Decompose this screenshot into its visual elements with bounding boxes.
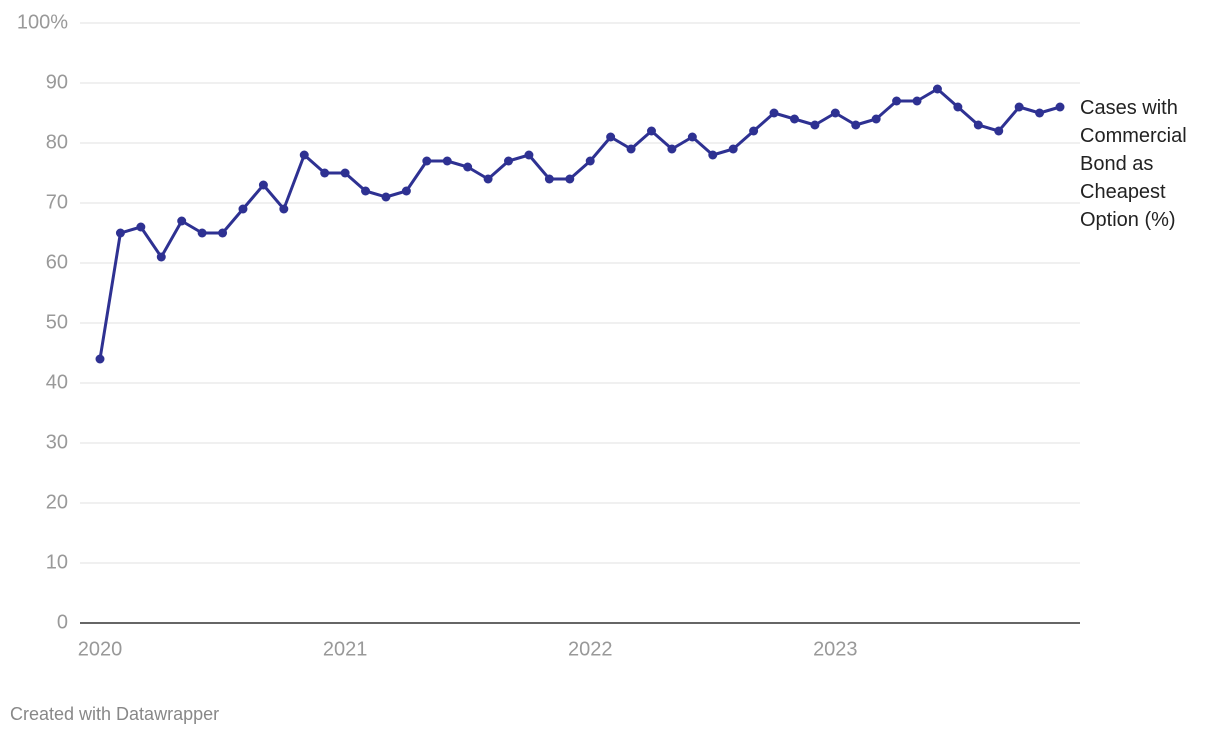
point <box>565 174 575 184</box>
y-tick-label: 50 <box>46 311 68 333</box>
point <box>504 156 514 166</box>
y-tick-label: 60 <box>46 251 68 273</box>
y-tick-label: 40 <box>46 371 68 393</box>
point <box>197 228 207 238</box>
y-tick-label: 70 <box>46 191 68 213</box>
point <box>892 96 902 106</box>
point <box>299 150 309 160</box>
y-tick-label: 20 <box>46 491 68 513</box>
point <box>687 132 697 142</box>
point <box>667 144 677 154</box>
point <box>258 180 268 190</box>
point <box>912 96 922 106</box>
x-tick-label: 2022 <box>568 638 613 660</box>
point <box>789 114 799 124</box>
footer: Created with Datawrapper <box>10 704 220 724</box>
point <box>320 168 330 178</box>
point <box>361 186 371 196</box>
point <box>1035 108 1045 118</box>
point <box>932 84 942 94</box>
point <box>810 120 820 130</box>
point <box>95 354 105 364</box>
point <box>442 156 452 166</box>
point <box>463 162 473 172</box>
point <box>136 222 146 232</box>
point <box>238 204 248 214</box>
point <box>156 252 166 262</box>
point <box>749 126 759 136</box>
y-tick-label: 100% <box>17 11 68 33</box>
point <box>769 108 779 118</box>
y-tick-label: 0 <box>57 611 68 633</box>
point <box>851 120 861 130</box>
y-tick-label: 90 <box>46 71 68 93</box>
point <box>646 126 656 136</box>
point <box>1055 102 1065 112</box>
point <box>544 174 554 184</box>
point <box>994 126 1004 136</box>
point <box>1014 102 1024 112</box>
x-tick-label: 2023 <box>813 638 858 660</box>
point <box>381 192 391 202</box>
point <box>340 168 350 178</box>
point <box>218 228 228 238</box>
point <box>483 174 493 184</box>
y-tick-label: 30 <box>46 431 68 453</box>
y-tick-label: 80 <box>46 131 68 153</box>
line <box>98 87 1061 360</box>
point <box>973 120 983 130</box>
point <box>115 228 125 238</box>
point <box>524 150 534 160</box>
point <box>401 186 411 196</box>
point <box>953 102 963 112</box>
point <box>871 114 881 124</box>
x-tick-label: 2020 <box>78 638 123 660</box>
point <box>606 132 616 142</box>
series-label: Cases with Commercial Bond as Cheapest O… <box>1080 97 1187 231</box>
x-tick-label: 2021 <box>323 638 368 660</box>
point <box>422 156 432 166</box>
point <box>279 204 289 214</box>
point <box>626 144 636 154</box>
point <box>728 144 738 154</box>
point <box>708 150 718 160</box>
point <box>585 156 595 166</box>
point <box>177 216 187 226</box>
point <box>830 108 840 118</box>
y-tick-label: 10 <box>46 551 68 573</box>
